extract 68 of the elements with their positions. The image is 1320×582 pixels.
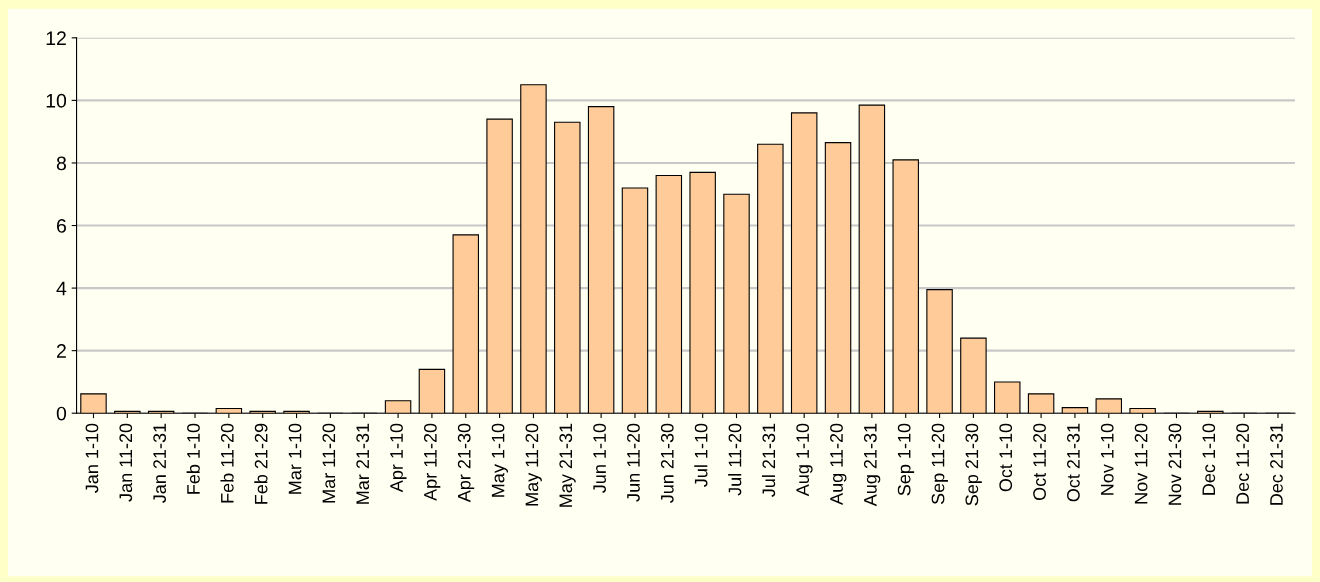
x-tick-label: Jan 1-10 [85,423,99,493]
bar [1027,393,1055,414]
x-tick-label: Dec 1-10 [1202,423,1216,495]
bar [520,84,547,414]
x-tick-label: Mar 11-20 [322,423,336,503]
x-tick-label: Feb 21-29 [254,423,268,504]
x-tick-label: Mar 1-10 [288,423,302,494]
x-tick-label: Feb 11-20 [220,423,234,503]
x-tick-label: Jan 11-20 [119,423,133,502]
x-tick-label: Jul 11-20 [728,423,742,496]
y-tick-label: 6 [57,218,66,233]
bar [994,381,1021,414]
bar [1095,398,1123,414]
x-tick-label: Sep 11-20 [931,423,948,505]
x-tick-label: Oct 21-31 [1067,423,1080,502]
y-tick-label: 2 [57,344,66,358]
bar [486,118,513,414]
bar [80,393,107,414]
x-tick-label: Apr 21-30 [457,423,475,503]
x-tick-label: Nov 11-20 [1134,423,1148,504]
bar [960,337,987,414]
bar [1061,407,1089,414]
bar [824,142,852,414]
x-tick-label: Aug 21-31 [863,423,881,507]
x-tick-label: Jun 11-20 [627,423,640,502]
y-tick-label: 10 [46,93,67,108]
x-tick-label: Nov 21-30 [1168,423,1182,505]
x-tick-label: Apr 11-20 [423,423,441,501]
y-tick-label: 4 [56,281,67,296]
bar [587,106,615,414]
x-tick-label: Dec 11-20 [1236,423,1249,504]
y-tick-label: 0 [56,406,67,421]
y-tick-label: 12 [46,31,66,45]
x-tick-label: Oct 1-10 [999,423,1013,492]
x-tick-label: Apr 1-10 [390,423,407,493]
x-tick-label: Dec 21-31 [1270,423,1283,505]
bar [757,143,784,414]
x-tick-label: Aug 11-20 [830,423,847,505]
x-tick-label: Jul 21-31 [761,423,776,497]
x-tick-label: Aug 1-10 [796,423,813,497]
bar [655,174,683,414]
bar [858,104,886,414]
x-tick-label: May 11-20 [525,423,542,506]
bar [554,121,581,414]
x-tick-label: May 1-10 [491,423,509,497]
x-tick-label: Jan 21-31 [153,423,167,503]
bar [384,400,412,414]
x-tick-label: Feb 1-10 [186,423,200,494]
x-tick-label: Jul 1-10 [694,423,708,487]
y-tick-label: 8 [56,156,66,171]
bar [621,187,649,414]
bar [689,171,716,414]
x-tick-label: May 21-31 [559,423,576,507]
bar [418,368,446,414]
x-tick-label: Jun 1-10 [593,423,606,493]
bar [452,234,480,414]
x-tick-label: Oct 11-20 [1033,423,1046,501]
x-tick-label: Sep 21-30 [965,423,982,506]
bar [215,407,243,414]
bar [926,289,953,414]
bar [1129,407,1156,414]
bar [790,112,818,414]
bar [892,159,919,414]
x-tick-label: Jun 21-30 [660,423,674,503]
x-tick-label: Mar 21-31 [356,423,370,504]
x-tick-label: Nov 1-10 [1100,423,1114,495]
x-tick-label: Sep 1-10 [897,423,915,496]
bar [723,193,750,414]
